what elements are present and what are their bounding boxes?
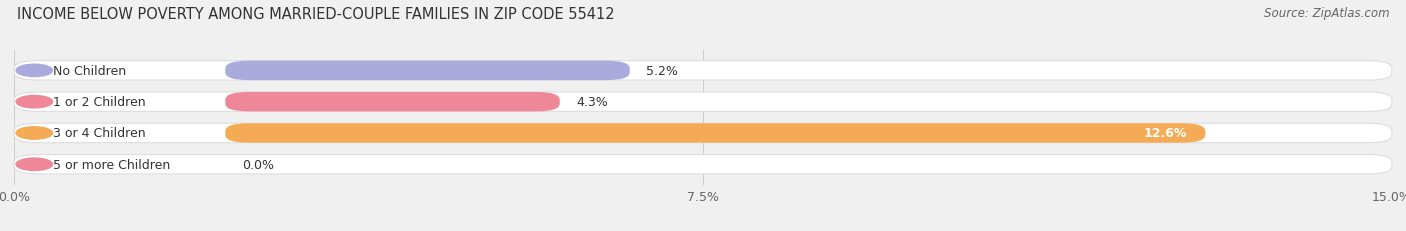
Circle shape <box>15 158 52 171</box>
Text: 5 or more Children: 5 or more Children <box>52 158 170 171</box>
FancyBboxPatch shape <box>14 61 1392 81</box>
FancyBboxPatch shape <box>225 61 630 81</box>
Text: 4.3%: 4.3% <box>576 96 607 109</box>
FancyBboxPatch shape <box>15 125 222 142</box>
Circle shape <box>15 96 52 108</box>
Circle shape <box>15 65 52 77</box>
Text: 1 or 2 Children: 1 or 2 Children <box>52 96 145 109</box>
FancyBboxPatch shape <box>14 93 1392 112</box>
Circle shape <box>15 127 52 140</box>
Text: Source: ZipAtlas.com: Source: ZipAtlas.com <box>1264 7 1389 20</box>
Text: 3 or 4 Children: 3 or 4 Children <box>52 127 145 140</box>
FancyBboxPatch shape <box>15 156 222 173</box>
FancyBboxPatch shape <box>225 93 560 112</box>
FancyBboxPatch shape <box>14 155 1392 174</box>
FancyBboxPatch shape <box>14 124 1392 143</box>
FancyBboxPatch shape <box>225 124 1205 143</box>
Text: INCOME BELOW POVERTY AMONG MARRIED-COUPLE FAMILIES IN ZIP CODE 55412: INCOME BELOW POVERTY AMONG MARRIED-COUPL… <box>17 7 614 22</box>
Text: 0.0%: 0.0% <box>242 158 274 171</box>
Text: 12.6%: 12.6% <box>1143 127 1187 140</box>
Text: 5.2%: 5.2% <box>647 65 678 78</box>
FancyBboxPatch shape <box>15 63 222 79</box>
FancyBboxPatch shape <box>15 94 222 111</box>
Text: No Children: No Children <box>52 65 125 78</box>
